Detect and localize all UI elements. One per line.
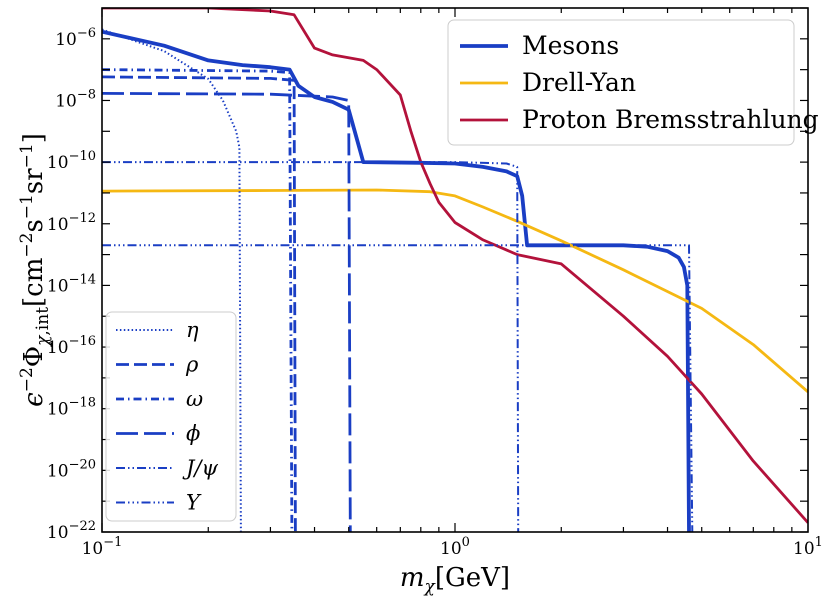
legend-mesons-label: Υ [186,491,202,515]
y-tick-label: 10−18 [47,396,96,420]
legend-main-box [447,19,795,146]
x-axis-label: mχ[GeV] [400,563,510,597]
legend-main-label: Proton Bremsstrahlung [522,105,819,134]
legend-mesons-box [105,311,237,522]
series-layer [102,8,808,532]
series-line-6 [102,92,352,532]
y-tick-label: 10−16 [47,334,96,358]
y-tick-label: 10−6 [55,26,96,50]
series-line-8 [102,244,694,532]
legend-main: Mesons Drell-Yan Proton Bremsstrahlung [447,19,819,146]
tick-labels: 10−22 10−20 10−18 10−16 10−14 10−12 10−10 10−8 1… [47,26,823,559]
legend-main-label: Mesons [522,31,619,60]
x-tick-label: 10−1 [82,535,123,559]
y-axis-label: ϵ−2Φχ,int[cm−2s−1sr−1] [17,133,53,407]
legend-mesons-label: η [186,318,199,342]
legend-mesons-label: ϕ [186,422,200,446]
x-tick-label: 100 [440,535,470,559]
series-line-0 [102,29,691,532]
legend-mesons-label: ω [186,387,203,411]
y-tick-label: 10−12 [47,211,96,235]
y-tick-label: 10−22 [47,519,96,543]
series-line-1 [102,188,808,393]
legend-mesons-label: J/ψ [182,456,218,480]
y-tick-label: 10−14 [47,272,96,296]
series-line-5 [102,68,294,532]
series-line-7 [102,161,520,532]
legend-main-label: Drell-Yan [522,68,636,97]
y-tick-label: 10−8 [55,87,96,111]
series-line-4 [102,75,297,532]
y-tick-label: 10−20 [47,457,96,481]
series-line-2 [102,8,808,524]
y-tick-label: 10−10 [47,149,96,173]
legend-mesons-label: ρ [185,353,199,377]
x-tick-label: 101 [793,535,823,559]
